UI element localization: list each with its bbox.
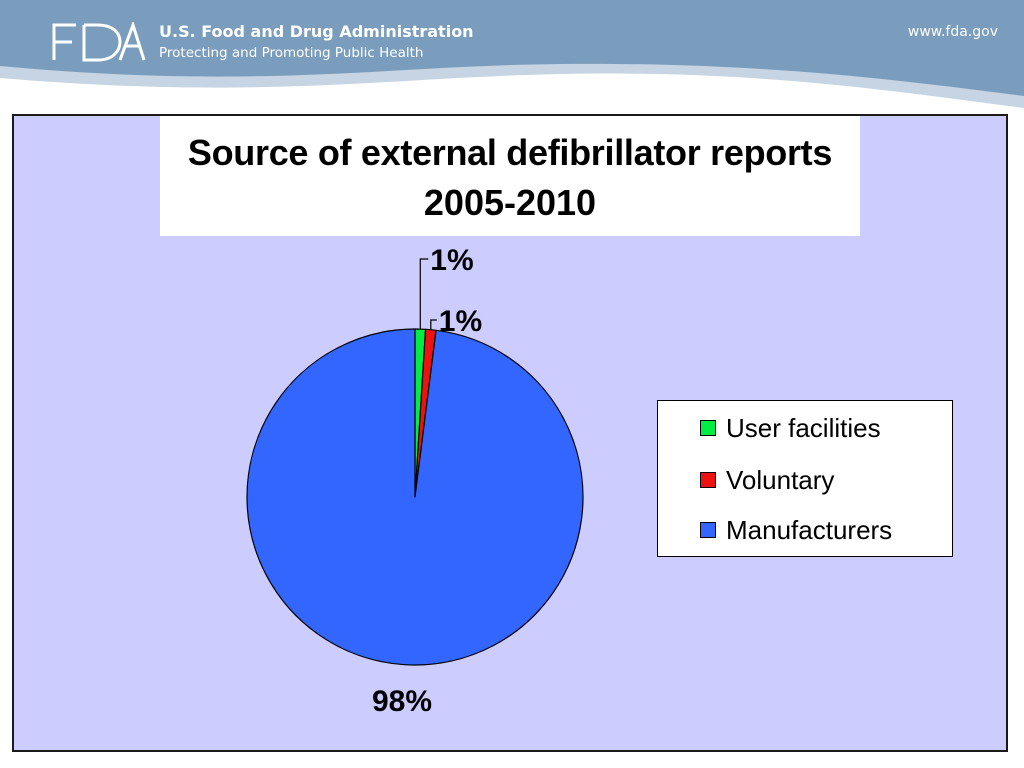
chart-title: Source of external defibrillator reports…	[160, 116, 860, 236]
org-name: U.S. Food and Drug Administration	[159, 22, 474, 41]
legend-item-voluntary: Voluntary	[700, 465, 834, 495]
legend-swatch-user-facilities	[700, 420, 716, 436]
legend-item-manufacturers: Manufacturers	[700, 515, 892, 545]
legend-label-voluntary: Voluntary	[726, 464, 835, 495]
fda-logo	[50, 22, 146, 62]
data-label-manufacturers: 98%	[372, 685, 432, 718]
header-wave	[0, 0, 1024, 108]
chart-area: 1% 1% 98% Source of external defibrillator…	[12, 114, 1008, 752]
data-label-user-facilities: 1%	[430, 244, 473, 277]
pie-slice-manufacturers	[246, 328, 584, 666]
pie-chart: 1% 1% 98%	[246, 244, 584, 718]
legend-label-user-facilities: User facilities	[726, 412, 881, 443]
data-label-voluntary: 1%	[439, 305, 482, 338]
chart-legend: User facilities Voluntary Manufacturers	[657, 400, 953, 557]
leader-line-voluntary	[430, 319, 437, 330]
chart-title-line-2: 2005-2010	[423, 182, 597, 223]
legend-label-manufacturers: Manufacturers	[726, 514, 893, 545]
leader-line-user-facilities	[419, 258, 429, 330]
legend-item-user-facilities: User facilities	[700, 413, 881, 443]
site-url[interactable]: www.fda.gov	[907, 24, 998, 40]
chart-title-line-1: Source of external defibrillator reports	[187, 132, 833, 173]
legend-swatch-manufacturers	[700, 522, 716, 538]
org-tagline: Protecting and Promoting Public Health	[159, 45, 424, 61]
legend-swatch-voluntary	[700, 472, 716, 488]
header-banner: U.S. Food and Drug Administration Protec…	[0, 0, 1024, 115]
